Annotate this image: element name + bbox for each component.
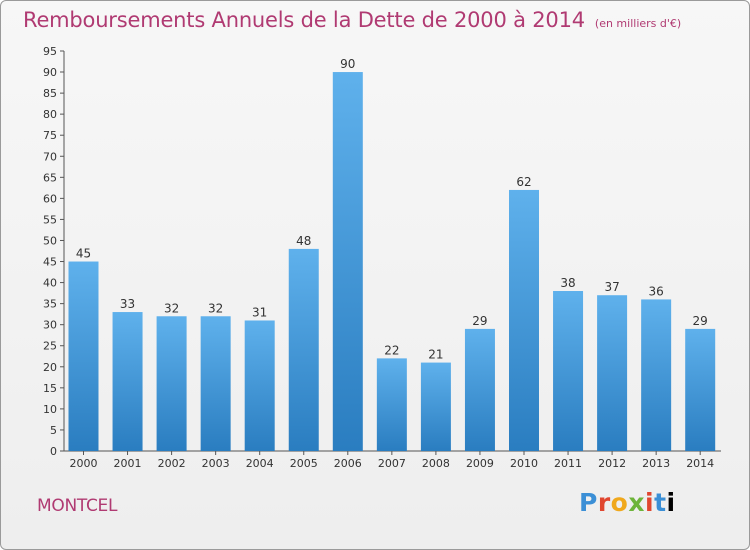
bar-2014: [685, 328, 716, 451]
data-label-2012: 37: [604, 280, 619, 294]
data-label-2014: 29: [693, 314, 708, 328]
y-tick-label: 45: [43, 256, 57, 269]
bar-2008: [420, 362, 451, 451]
bar-2011: [553, 291, 584, 451]
proxiti-logo: Proxiti: [579, 488, 676, 517]
bar-2000: [68, 261, 99, 451]
chart-unit: (en milliers d'€): [594, 17, 682, 30]
bars: [68, 72, 716, 451]
y-tick-label: 60: [43, 192, 57, 205]
y-tick-label: 75: [43, 129, 57, 142]
y-tick-label: 15: [43, 382, 57, 395]
x-tick-label-2000: 2000: [70, 457, 98, 470]
commune-name: MONTCEL: [37, 496, 118, 516]
data-label-2013: 36: [649, 284, 664, 298]
y-tick-label: 5: [50, 424, 57, 437]
x-tick-label-2007: 2007: [378, 457, 406, 470]
x-tick-label-2002: 2002: [158, 457, 186, 470]
bar-2003: [200, 316, 231, 451]
x-tick-label-2003: 2003: [202, 457, 230, 470]
x-tick-label-2012: 2012: [598, 457, 626, 470]
bar-2012: [597, 295, 628, 451]
data-label-2004: 31: [252, 305, 267, 319]
data-label-2007: 22: [384, 343, 399, 357]
data-label-2001: 33: [120, 297, 135, 311]
x-tick-label-2014: 2014: [686, 457, 714, 470]
y-tick-label: 25: [43, 340, 57, 353]
x-tick-label-2001: 2001: [114, 457, 142, 470]
y-tick-label: 50: [43, 234, 57, 247]
x-tick-label-2011: 2011: [554, 457, 582, 470]
y-tick-label: 90: [43, 66, 57, 79]
data-label-2011: 38: [560, 276, 575, 290]
bar-2005: [288, 248, 319, 451]
bar-2007: [376, 358, 407, 451]
y-tick-label: 30: [43, 319, 57, 332]
data-label-2006: 90: [340, 57, 355, 71]
x-tick-label-2005: 2005: [290, 457, 318, 470]
bar-2002: [156, 316, 187, 451]
x-tick-label-2006: 2006: [334, 457, 362, 470]
data-label-2005: 48: [296, 234, 311, 248]
y-tick-label: 40: [43, 277, 57, 290]
y-tick-label: 10: [43, 403, 57, 416]
x-tick-label-2010: 2010: [510, 457, 538, 470]
y-tick-label: 85: [43, 87, 57, 100]
data-labels: 45 33 32 32 31 48 90 22 21 29 62 38 37 36 29: [76, 57, 708, 362]
axes: 0 5 10 15 20 25 30 35 40 45 50 55 60 65 70 75 80 85 90 95 20…: [43, 45, 721, 470]
y-tick-label: 20: [43, 361, 57, 374]
data-label-2010: 62: [516, 175, 531, 189]
y-tick-label: 80: [43, 108, 57, 121]
data-label-2008: 21: [428, 348, 443, 362]
x-tick-label-2013: 2013: [642, 457, 670, 470]
bar-2013: [641, 299, 672, 451]
x-tick-label-2008: 2008: [422, 457, 450, 470]
bar-2010: [509, 189, 539, 451]
x-tick-label-2004: 2004: [246, 457, 274, 470]
y-tick-label: 95: [43, 45, 57, 58]
y-tick-label: 65: [43, 171, 57, 184]
bar-2001: [112, 312, 143, 451]
y-tick-label: 35: [43, 298, 57, 311]
bar-2006: [332, 72, 363, 451]
data-label-2009: 29: [472, 314, 487, 328]
data-label-2003: 32: [208, 301, 223, 315]
y-tick-label: 70: [43, 150, 57, 163]
y-tick-label: 0: [50, 445, 57, 458]
bar-2004: [244, 320, 275, 451]
data-label-2002: 32: [164, 301, 179, 315]
bar-2009: [464, 328, 495, 451]
chart-title-text: Remboursements Annuels de la Dette de 20…: [23, 8, 585, 32]
y-tick-label: 55: [43, 213, 57, 226]
x-tick-label-2009: 2009: [466, 457, 494, 470]
chart-title: Remboursements Annuels de la Dette de 20…: [23, 8, 681, 32]
data-label-2000: 45: [76, 247, 91, 261]
